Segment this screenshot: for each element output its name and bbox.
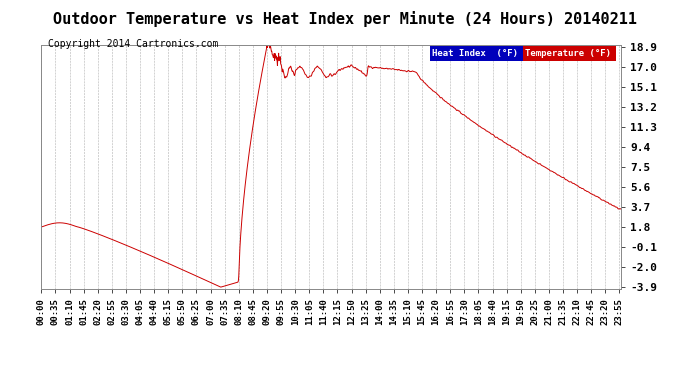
Text: Outdoor Temperature vs Heat Index per Minute (24 Hours) 20140211: Outdoor Temperature vs Heat Index per Mi… bbox=[53, 11, 637, 27]
Text: Copyright 2014 Cartronics.com: Copyright 2014 Cartronics.com bbox=[48, 39, 219, 50]
Text: Heat Index  (°F): Heat Index (°F) bbox=[432, 49, 518, 58]
Text: Temperature (°F): Temperature (°F) bbox=[525, 49, 611, 58]
